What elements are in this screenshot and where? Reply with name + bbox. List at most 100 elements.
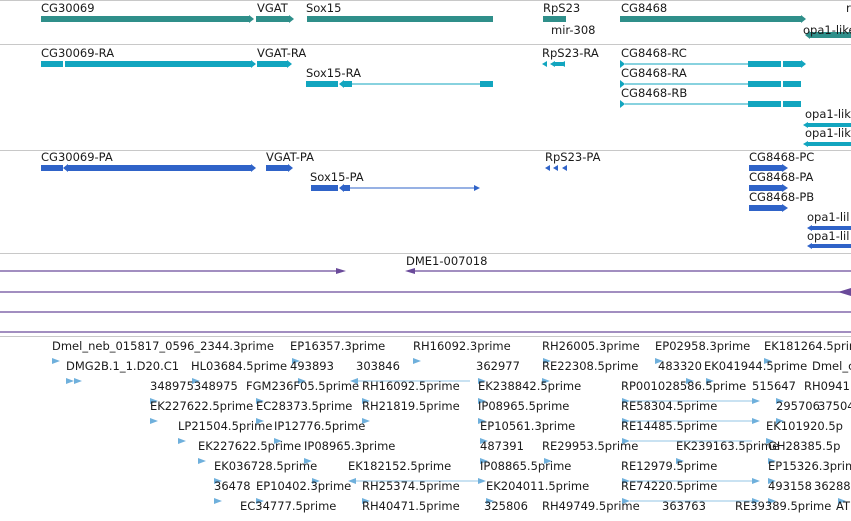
est-label[interactable]: IP08965.5prime <box>478 399 570 413</box>
est-label[interactable]: RE12979.5prime <box>621 459 718 473</box>
est-glyph <box>752 418 760 424</box>
est-label[interactable]: EK204011.5prime <box>486 479 590 493</box>
gene-label-cg8468[interactable]: CG8468 <box>621 1 668 15</box>
est-label[interactable]: EK041944.5prime <box>704 359 808 373</box>
est-label[interactable]: 325806 <box>484 499 528 513</box>
est-label[interactable]: RH26005.3prime <box>542 339 640 353</box>
est-label[interactable]: EK101920.5p <box>766 419 843 433</box>
est-label[interactable]: RH25374.5prime <box>362 479 460 493</box>
est-label[interactable]: EK036728.5prime <box>214 459 318 473</box>
est-label[interactable]: DMG2B.1_1.D20.C1 <box>66 359 180 373</box>
protein-label-vgat-pa[interactable]: VGAT-PA <box>266 150 314 164</box>
est-label[interactable]: 348975348975 <box>150 379 238 393</box>
protein-label-cg30069-pa[interactable]: CG30069-PA <box>41 150 113 164</box>
transcript-label-opa1-like-2[interactable]: opa1-lik <box>805 126 851 140</box>
gene-label-truncated[interactable]: r <box>846 1 851 15</box>
est-label[interactable]: RH40471.5prime <box>362 499 460 513</box>
est-label[interactable]: IP12776.5prime <box>274 419 366 433</box>
repeat-dme1-007018 <box>405 268 415 274</box>
est-label[interactable]: HL03684.5prime <box>191 359 288 373</box>
est-label[interactable]: GH28385.5p <box>768 439 841 453</box>
est-label[interactable]: 487391 <box>480 439 524 453</box>
est-glyph <box>544 458 552 464</box>
est-label[interactable]: RE39389.5prime <box>735 499 832 513</box>
gene-label-vgat[interactable]: VGAT <box>257 1 288 15</box>
est-label[interactable]: EK227622.5prime <box>198 439 302 453</box>
est-glyph <box>480 438 488 444</box>
transcript-label-cg8468-rc[interactable]: CG8468-RC <box>621 46 687 60</box>
protein-rps23-pa <box>545 165 550 171</box>
est-label[interactable]: RE22308.5prime <box>542 359 639 373</box>
transcript-label-cg30069-ra[interactable]: CG30069-RA <box>41 46 115 60</box>
est-glyph <box>312 478 320 484</box>
est-label[interactable]: LP21504.5prime <box>178 419 273 433</box>
est-label[interactable]: RH16092.5prime <box>362 379 460 393</box>
gene-label-rps23[interactable]: RpS23 <box>543 1 581 15</box>
protein-label-cg8468-pc[interactable]: CG8468-PC <box>749 150 815 164</box>
est-label[interactable]: IP08865.5prime <box>480 459 572 473</box>
est-label[interactable]: RE74220.5prime <box>621 479 718 493</box>
protein-label-cg8468-pb[interactable]: CG8468-PB <box>749 190 815 204</box>
est-glyph <box>348 478 356 484</box>
protein-label-opa1-like-2[interactable]: opa1-lil <box>807 229 850 243</box>
est-label[interactable]: RE58304.5prime <box>621 399 718 413</box>
est-label[interactable]: 493893 <box>290 359 334 373</box>
est-label[interactable]: IP08965.3prime <box>304 439 396 453</box>
protein-label-rps23-pa[interactable]: RpS23-PA <box>545 150 601 164</box>
est-label[interactable]: EP16357.3prime <box>290 339 386 353</box>
est-label[interactable]: EP02958.3prime <box>655 339 751 353</box>
est-glyph <box>622 398 630 404</box>
est-glyph <box>478 398 486 404</box>
est-label[interactable]: EP15326.3prim <box>768 459 851 473</box>
est-label[interactable]: EP10561.3prime <box>480 419 576 433</box>
est-label[interactable]: 37504 <box>818 399 851 413</box>
est-label[interactable]: EK182152.5prime <box>348 459 452 473</box>
est-label[interactable]: RP001028586.5prime <box>621 379 747 393</box>
est-label[interactable]: RH16092.3prime <box>413 339 511 353</box>
est-label[interactable]: 36288 <box>814 479 851 493</box>
est-glyph <box>304 458 312 464</box>
est-label[interactable]: RE14485.5prime <box>621 419 718 433</box>
est-label[interactable]: EK181264.5prime <box>764 339 851 353</box>
transcript-label-vgat-ra[interactable]: VGAT-RA <box>257 46 307 60</box>
est-label[interactable]: 36478 <box>214 479 251 493</box>
est-label[interactable]: Dmel_neb_015817_0596_2344.3prime <box>52 339 274 353</box>
est-label[interactable]: RH21819.5prime <box>362 399 460 413</box>
gene-label-opa1-like[interactable]: opa1-like <box>803 23 851 37</box>
est-label[interactable]: FGM236F05.5prime <box>246 379 360 393</box>
est-label[interactable]: RE29953.5prime <box>542 439 639 453</box>
est-label[interactable]: EC34777.5prime <box>240 499 337 513</box>
transcript-label-cg8468-ra[interactable]: CG8468-RA <box>621 66 687 80</box>
gene-label-cg30069[interactable]: CG30069 <box>41 1 95 15</box>
est-label[interactable]: 493158 <box>768 479 812 493</box>
est-label[interactable]: 295706 <box>776 399 820 413</box>
est-label[interactable]: EK227622.5prime <box>150 399 254 413</box>
est-label[interactable]: Dmel_c <box>812 359 851 373</box>
transcript-label-opa1-like-1[interactable]: opa1-lik <box>805 107 851 121</box>
gene-arrow <box>805 31 810 39</box>
est-label[interactable]: 303846 <box>356 359 400 373</box>
est-glyph <box>776 418 784 424</box>
est-glyph <box>478 378 486 384</box>
est-label[interactable]: EC28373.5prime <box>256 399 353 413</box>
est-label[interactable]: RH49749.5prime <box>542 499 640 513</box>
transcript-label-sox15-ra[interactable]: Sox15-RA <box>306 66 361 80</box>
est-label[interactable]: EK239163.5prime <box>676 439 780 453</box>
protein-label-opa1-like-1[interactable]: opa1-lil <box>807 210 850 224</box>
gene-label-mir308[interactable]: mir-308 <box>551 23 596 37</box>
est-label[interactable]: 363763 <box>662 499 706 513</box>
est-label[interactable]: EP10402.3prime <box>256 479 352 493</box>
est-label[interactable]: 515647 <box>752 379 796 393</box>
est-label[interactable]: AT <box>836 499 850 513</box>
est-label[interactable]: RH0941 <box>804 379 850 393</box>
transcript-label-rps23-ra[interactable]: RpS23-RA <box>542 46 599 60</box>
transcript-label-cg8468-rb[interactable]: CG8468-RB <box>621 86 688 100</box>
protein-label-cg8468-pa[interactable]: CG8468-PA <box>749 170 814 184</box>
repeat-label-dme1-007018[interactable]: DME1-007018 <box>406 254 488 268</box>
protein-label-sox15-pa[interactable]: Sox15-PA <box>310 170 364 184</box>
est-label[interactable]: EK238842.5prime <box>478 379 582 393</box>
est-label[interactable]: 362977 <box>476 359 520 373</box>
gene-label-sox15[interactable]: Sox15 <box>306 1 342 15</box>
est-label[interactable]: 483320 <box>658 359 702 373</box>
